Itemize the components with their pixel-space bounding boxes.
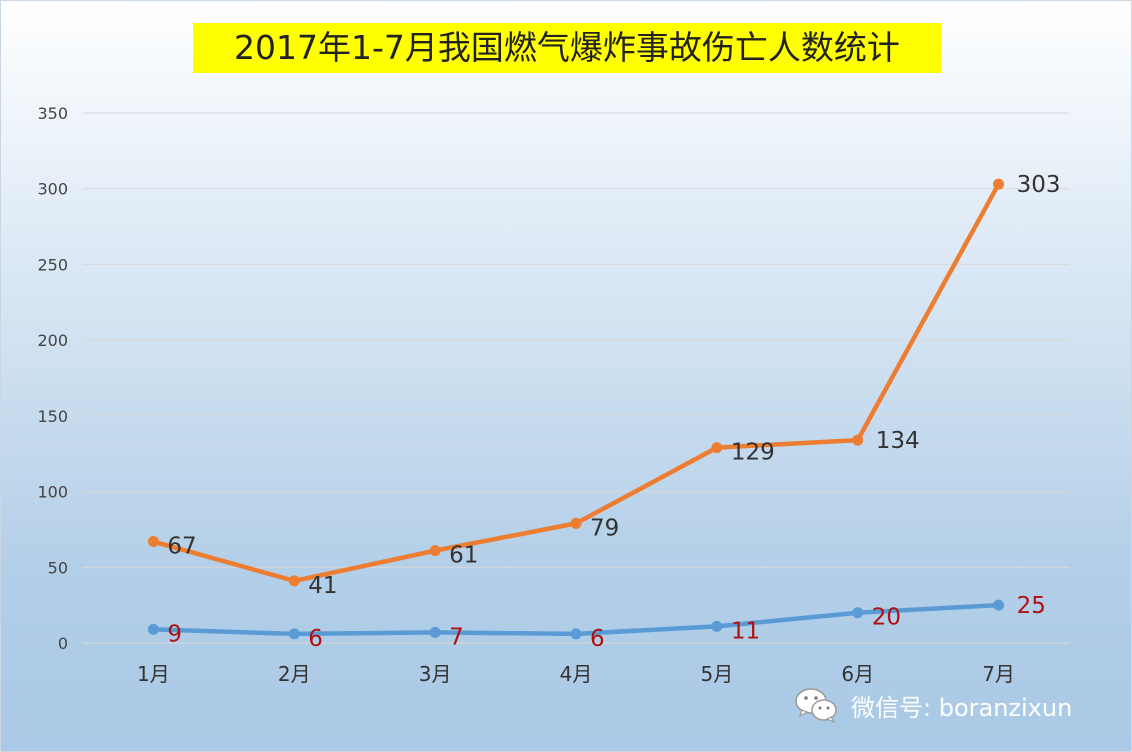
data-point [993,599,1005,611]
data-point [711,442,723,454]
data-label: 303 [1017,172,1061,198]
data-label: 7 [449,624,464,650]
data-point [429,626,441,638]
data-label: 20 [872,605,901,631]
x-tick-label: 7月 [982,662,1015,686]
data-label: 25 [1017,593,1046,619]
data-label: 41 [308,573,337,599]
x-tick-label: 1月 [137,662,170,686]
x-tick-label: 2月 [278,662,311,686]
watermark-text: 微信号: boranzixun [851,693,1073,722]
chart-title: 2017年1-7月我国燃气爆炸事故伤亡人数统计 [193,23,941,73]
data-point [147,623,159,635]
data-point [147,536,159,548]
data-point [852,607,864,619]
y-tick-label: 150 [37,407,68,426]
data-point [288,575,300,587]
data-label: 79 [590,515,619,541]
data-label: 11 [731,618,760,644]
y-axis-ticks: 0 50 100 150 200 250 300 350 [37,104,68,653]
y-tick-label: 250 [37,255,68,274]
x-axis-ticks: 1月 2月 3月 4月 5月 6月 7月 [137,662,1015,686]
data-point [570,517,582,529]
data-point [993,178,1005,190]
data-point [570,628,582,640]
data-label: 134 [876,428,920,454]
data-label: 6 [590,626,605,652]
data-label: 9 [167,621,182,647]
x-tick-label: 6月 [841,662,874,686]
data-point [429,545,441,557]
data-point [288,628,300,640]
x-tick-label: 5月 [700,662,733,686]
wechat-icon [795,688,837,724]
data-point [711,620,723,632]
data-label: 61 [449,543,478,569]
x-tick-label: 4月 [560,662,593,686]
grid-lines [83,112,1069,644]
y-tick-label: 0 [58,634,68,653]
series-layer [147,178,1005,640]
y-tick-label: 50 [48,558,68,577]
watermark: 微信号: boranzixun [793,685,1113,725]
data-label: 6 [308,626,323,652]
y-tick-label: 200 [37,331,68,350]
y-tick-label: 100 [37,483,68,502]
y-tick-label: 350 [37,104,68,123]
data-label: 129 [731,440,775,466]
x-tick-label: 3月 [419,662,452,686]
data-label: 67 [167,534,196,560]
y-tick-label: 300 [37,180,68,199]
data-point [852,434,864,446]
